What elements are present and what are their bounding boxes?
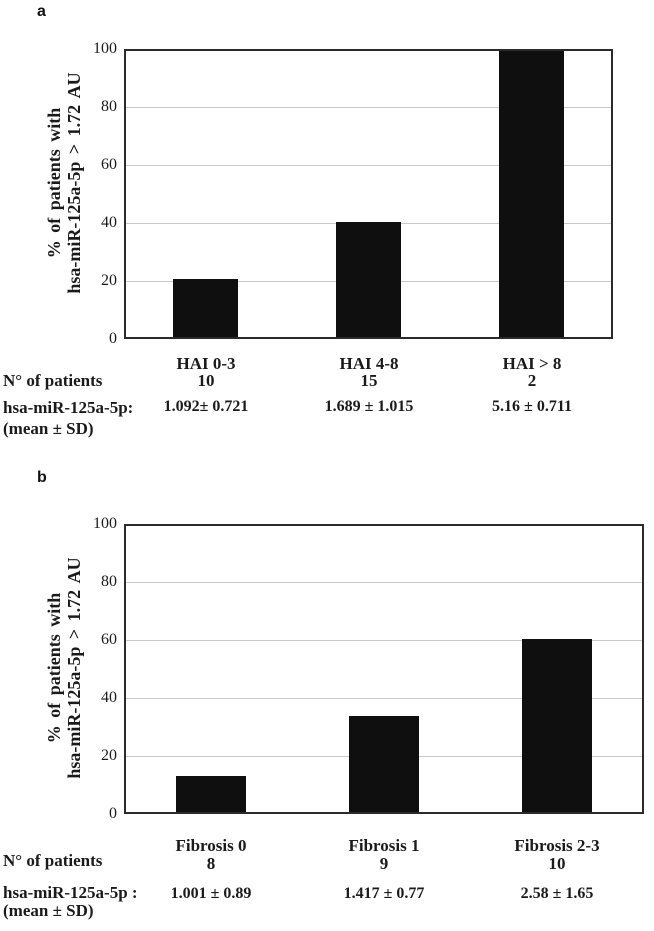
y-tick-label: 80 bbox=[101, 98, 117, 115]
bar-3 bbox=[499, 49, 564, 337]
bar-1 bbox=[173, 279, 238, 337]
bar-2 bbox=[336, 222, 401, 337]
row-label-mir: hsa-miR-125a-5p : bbox=[3, 883, 138, 902]
patient-count: 9 bbox=[379, 854, 389, 873]
panel-a-letter: a bbox=[37, 3, 46, 20]
category-label: HAI 4-8 bbox=[339, 354, 399, 373]
y-tick-label: 0 bbox=[109, 805, 117, 822]
mean-sd-value: 1.092± 0.721 bbox=[163, 398, 249, 415]
bar-2 bbox=[349, 716, 419, 812]
bar-1 bbox=[176, 776, 246, 812]
row-label-n-of-patients: N° of patients bbox=[3, 851, 103, 870]
y-tick-label: 20 bbox=[101, 747, 117, 764]
patient-count: 10 bbox=[548, 854, 566, 873]
patient-count: 15 bbox=[360, 371, 378, 390]
row-label-mean-sd: (mean ± SD) bbox=[3, 901, 94, 920]
bar-3 bbox=[522, 639, 592, 812]
mean-sd-value: 1.417 ± 0.77 bbox=[343, 885, 425, 902]
y-tick-label: 60 bbox=[101, 631, 117, 648]
row-label-n-of-patients: N° of patients bbox=[3, 371, 103, 390]
y-tick-label: 100 bbox=[93, 40, 117, 57]
y-tick-label: 40 bbox=[101, 689, 117, 706]
gridline bbox=[124, 165, 613, 166]
y-tick-label: 80 bbox=[101, 573, 117, 590]
mean-sd-value: 1.001 ± 0.89 bbox=[170, 885, 252, 902]
row-label-mir: hsa-miR-125a-5p: bbox=[3, 398, 134, 417]
mean-sd-value: 5.16 ± 0.711 bbox=[492, 398, 572, 415]
plot-area bbox=[124, 524, 644, 814]
category-label: Fibrosis 1 bbox=[348, 836, 420, 855]
gridline bbox=[124, 640, 644, 641]
category-label: HAI > 8 bbox=[502, 354, 562, 373]
patient-count: 2 bbox=[527, 371, 537, 390]
category-label: Fibrosis 2-3 bbox=[514, 836, 600, 855]
patient-count: 10 bbox=[197, 371, 215, 390]
row-label-mean-sd: (mean ± SD) bbox=[3, 419, 94, 438]
plot-area bbox=[124, 49, 613, 339]
gridline bbox=[124, 107, 613, 108]
mean-sd-value: 2.58 ± 1.65 bbox=[520, 885, 594, 902]
y-tick-label: 100 bbox=[93, 515, 117, 532]
y-tick-label: 0 bbox=[109, 330, 117, 347]
patient-count: 8 bbox=[206, 854, 216, 873]
y-tick-label: 40 bbox=[101, 214, 117, 231]
panel-b-letter: b bbox=[37, 469, 47, 486]
y-tick-label: 60 bbox=[101, 156, 117, 173]
gridline bbox=[124, 582, 644, 583]
mean-sd-value: 1.689 ± 1.015 bbox=[324, 398, 414, 415]
category-label: Fibrosis 0 bbox=[175, 836, 247, 855]
category-label: HAI 0-3 bbox=[176, 354, 236, 373]
y-tick-label: 20 bbox=[101, 272, 117, 289]
gridline bbox=[124, 698, 644, 699]
